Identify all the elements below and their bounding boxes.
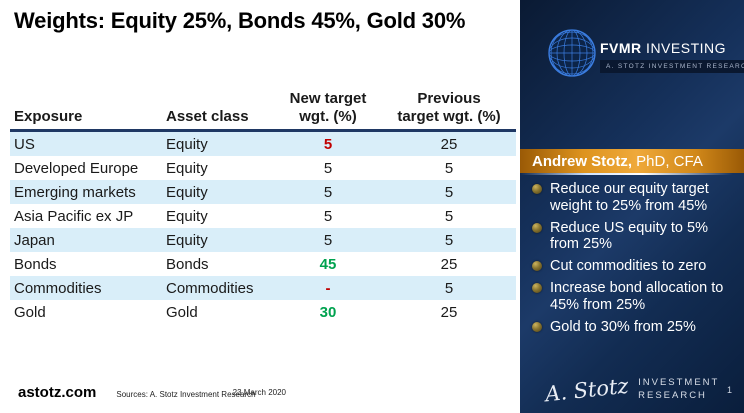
col-header-exposure: Exposure xyxy=(10,90,162,132)
author-banner: Andrew Stotz, PhD, CFA xyxy=(520,149,744,173)
bullet-icon xyxy=(532,184,542,194)
table-row: Asia Pacific ex JP Equity 5 5 xyxy=(14,207,454,225)
bullet-icon xyxy=(532,222,542,233)
bullet-icon xyxy=(532,283,542,294)
table-row: Developed Europe Equity 5 5 xyxy=(14,159,454,177)
list-item: Gold to 30% from 25% xyxy=(532,319,734,336)
author-credentials: PhD, CFA xyxy=(632,152,703,170)
col-header-new-target: New target wgt. (%) xyxy=(274,90,382,132)
list-item: Reduce our equity target weight to 25% f… xyxy=(532,181,734,215)
bullet-icon xyxy=(532,261,542,272)
sources-note: Sources: A. Stotz Investment Research xyxy=(116,390,256,399)
brand-name: FVMR INVESTING xyxy=(600,40,727,56)
table-header-row: Exposure Asset class New target wgt. (%)… xyxy=(10,90,516,132)
key-points-list: Reduce our equity target weight to 25% f… xyxy=(532,181,734,341)
table-row: Bonds Bonds 45 25 xyxy=(14,255,458,273)
banner-divider xyxy=(520,173,744,175)
brand-subtitle: A. STOTZ INVESTMENT RESEARCH xyxy=(600,60,744,73)
weights-table: Exposure Asset class New target wgt. (%)… xyxy=(10,90,516,324)
globe-icon xyxy=(548,29,596,77)
brand-logo: FVMR INVESTING A. STOTZ INVESTMENT RESEA… xyxy=(520,0,744,145)
table-row: Commodities Commodities - 5 xyxy=(10,276,516,300)
main-content: Weights: Equity 25%, Bonds 45%, Gold 30%… xyxy=(10,8,516,401)
bullet-icon xyxy=(532,321,542,332)
org-label: INVESTMENT RESEARCH xyxy=(638,377,720,402)
list-item: Cut commodities to zero xyxy=(532,258,734,275)
table-row: Gold Gold 30 25 xyxy=(14,303,458,321)
col-header-asset-class: Asset class xyxy=(162,90,274,132)
table-row: Emerging markets Equity 5 5 xyxy=(10,180,516,204)
author-name: Andrew Stotz, xyxy=(532,152,632,170)
signature: A. Stotz xyxy=(543,373,630,407)
slide-date: 23 March 2020 xyxy=(232,388,286,397)
website-link[interactable]: astotz.com xyxy=(18,384,97,401)
sidebar: FVMR INVESTING A. STOTZ INVESTMENT RESEA… xyxy=(520,0,744,413)
col-header-previous: Previous target wgt. (%) xyxy=(382,90,516,132)
sidebar-footer: A. Stotz INVESTMENT RESEARCH xyxy=(520,374,744,407)
page-number: 1 xyxy=(726,385,732,395)
table-row: US Equity 5 25 xyxy=(10,130,516,156)
slide-footer: astotz.com Sources: A. Stotz Investment … xyxy=(18,384,256,401)
list-item: Reduce US equity to 5% from 25% xyxy=(532,220,734,254)
slide-title: Weights: Equity 25%, Bonds 45%, Gold 30% xyxy=(14,8,466,33)
list-item: Increase bond allocation to 45% from 25% xyxy=(532,280,734,314)
table-row: Japan Equity 5 5 xyxy=(10,228,516,252)
